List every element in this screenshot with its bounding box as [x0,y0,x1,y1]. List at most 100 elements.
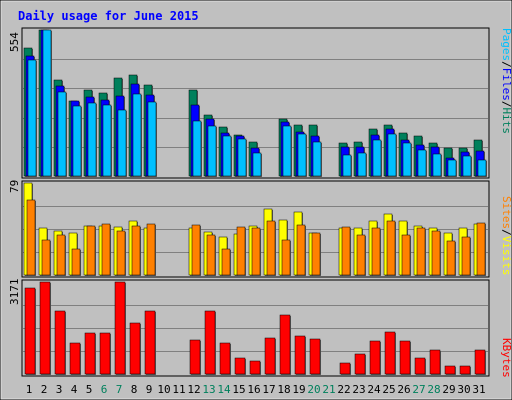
x-axis-label: 26 [397,383,410,396]
x-axis-label: 16 [247,383,260,396]
kbytes-bar [69,342,81,375]
pages-bar [372,139,382,177]
sites-bar [311,232,321,276]
sites-bar [56,234,66,276]
visits-legend-item: Visits [500,236,512,276]
pages-bar [132,93,142,177]
pages-bar [207,125,217,177]
x-axis-label: 11 [172,383,185,396]
hits-y-max-label: 554 [8,32,21,52]
x-axis-label: 9 [146,383,153,396]
bar-marks [23,29,487,375]
kbytes-bar [429,349,441,375]
x-axis-label: 5 [86,383,93,396]
kbytes-bar [84,332,96,375]
pages-bar [432,153,442,177]
x-axis-label: 6 [101,383,108,396]
x-axis-label: 8 [131,383,138,396]
pages-bar [387,133,397,177]
sites-bar [341,226,351,276]
kbytes-bar [459,365,471,375]
pages-bar [462,155,472,177]
sites-bar [191,224,201,276]
x-axis-label: 28 [427,383,440,396]
x-axis-label: 22 [337,383,350,396]
visits-y-max-label: 79 [8,180,21,193]
pages-bar [222,135,232,177]
x-axis-label: 12 [187,383,200,396]
kbytes-bar [414,357,426,375]
kbytes-bar [444,365,456,375]
kbytes-bar [99,332,111,375]
sites-bar [206,234,216,276]
x-axis-label: 19 [292,383,305,396]
sites-bar [281,239,291,276]
pages-bar [237,138,247,177]
x-axis-label: 3 [56,383,63,396]
sites-bar [386,220,396,276]
x-axis-label: 29 [442,383,455,396]
x-axis-label: 25 [382,383,395,396]
pages-bar [297,133,307,177]
kbytes-bar [114,281,126,375]
kbytes-bar [24,287,36,375]
x-axis-label: 15 [232,383,245,396]
hits-legend: Pages/Files/Hits [500,28,512,134]
kbytes-bar [249,360,261,375]
hits-legend-item: / [500,101,512,108]
pages-bar [477,159,487,177]
kbytes-bar [399,340,411,375]
kbytes-bar [309,338,321,375]
pages-bar [72,105,82,177]
kbytes-bar [294,335,306,375]
kbytes-bar [204,310,216,375]
x-axis-label: 14 [217,383,231,396]
kbytes-bar [279,314,291,375]
x-axis-label: 17 [262,383,275,396]
visits-legend-item: / [500,229,512,236]
kbytes-bar [234,357,246,375]
sites-bar [296,224,306,276]
x-axis-label: 21 [322,383,335,396]
x-axis-label: 2 [41,383,48,396]
pages-bar [147,101,157,177]
pages-bar [342,154,352,177]
sites-bar [26,199,36,276]
kbytes-bar [264,337,276,375]
sites-bar [431,230,441,276]
sites-bar [476,222,486,276]
x-axis-label: 7 [116,383,123,396]
x-axis-label: 10 [157,383,170,396]
pages-bar [357,152,367,177]
x-axis-label: 24 [367,383,381,396]
sites-bar [41,239,51,276]
x-axis-label: 20 [307,383,320,396]
kbytes-bar [189,339,201,375]
hits-legend-item: / [500,61,512,68]
pages-bar [42,29,52,177]
kbytes-bar [54,310,66,375]
sites-bar [416,227,426,276]
sites-bar [251,227,261,276]
kbytes-bar [129,322,141,375]
kbytes-bar [384,331,396,375]
pages-bar [27,59,37,177]
pages-bar [102,104,112,177]
kbytes-bar [144,310,156,375]
kbytes-bar [354,353,366,375]
x-axis-label: 23 [352,383,365,396]
hits-legend-item: Files [500,68,512,101]
x-axis-label: 30 [457,383,470,396]
kbytes-y-max-label: 3171 [8,279,21,306]
pages-bar [87,102,97,177]
sites-bar [236,226,246,276]
kbytes-bar [474,349,486,375]
sites-bar [266,220,276,276]
sites-bar [86,225,96,276]
x-axis-label: 1 [26,383,33,396]
sites-bar [146,223,156,276]
